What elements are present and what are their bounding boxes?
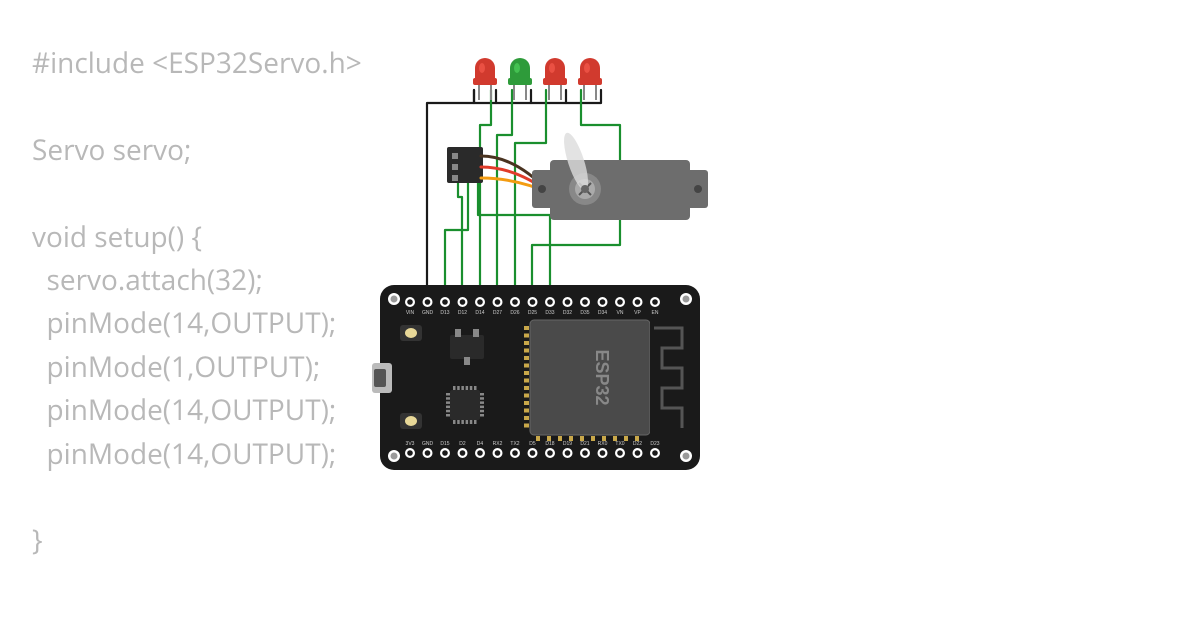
pin-label: VP — [634, 310, 641, 316]
pin-label: TX0 — [615, 441, 624, 447]
wire — [458, 180, 462, 298]
pin-label: RX2 — [493, 441, 503, 447]
pin-label: D19 — [563, 441, 572, 447]
pin-label: D26 — [510, 310, 519, 316]
pin-label: GND — [422, 441, 434, 447]
pin-label: D4 — [477, 441, 484, 447]
pin-label: D15 — [440, 441, 449, 447]
led-red-1 — [473, 58, 497, 100]
pin-label: D23 — [650, 441, 659, 447]
pin-label: D5 — [529, 441, 536, 447]
pin-label: D13 — [440, 310, 449, 316]
pin-label: D27 — [493, 310, 502, 316]
wire — [445, 180, 468, 298]
esp32-board: ESP32 VIN GND D13 D12 D14 D27 D26 D25 D33 D32 D35 D3… — [372, 285, 700, 470]
pin-label: D14 — [475, 310, 484, 316]
pin-label: EN — [652, 310, 659, 316]
pin-label: D12 — [458, 310, 467, 316]
pin-label: D22 — [633, 441, 642, 447]
pin-label: D35 — [580, 310, 589, 316]
pin-label: D2 — [459, 441, 466, 447]
pin-label: D34 — [598, 310, 607, 316]
code-block: #include <ESP32Servo.h> Servo servo; voi… — [32, 42, 362, 563]
pin-label: RX0 — [598, 441, 608, 447]
circuit-diagram: ESP32 VIN GND D13 D12 D14 D27 D26 D25 D33 D32 D35 D3… — [360, 35, 800, 505]
chip-label: ESP32 — [592, 349, 612, 405]
pin-label: VIN — [406, 310, 415, 316]
pin-label: D21 — [580, 441, 589, 447]
pin-label: TX2 — [510, 441, 519, 447]
pin-label: D32 — [563, 310, 572, 316]
wire — [497, 90, 512, 298]
pin-label: D25 — [528, 310, 537, 316]
pin-label: 3V3 — [406, 441, 415, 447]
code-text: #include <ESP32Servo.h> Servo servo; voi… — [32, 44, 362, 559]
pin-label: VN — [617, 310, 624, 316]
pin-label: D33 — [545, 310, 554, 316]
wire — [480, 90, 491, 298]
pin-label: GND — [422, 310, 434, 316]
pin-label: D18 — [545, 441, 554, 447]
